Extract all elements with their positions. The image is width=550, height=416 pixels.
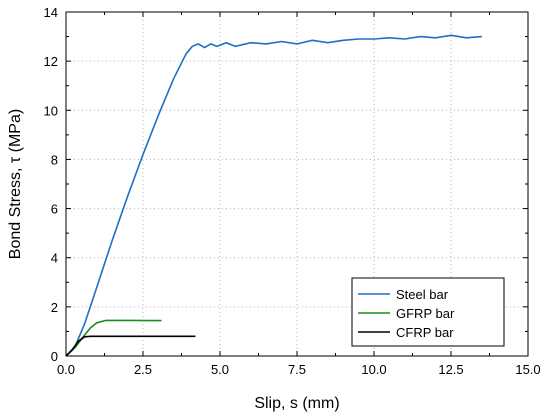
data-series (65, 34, 482, 357)
y-tick-label: 12 (44, 54, 58, 69)
x-tick-label: 5.0 (211, 362, 229, 377)
x-tick-label: 0.0 (57, 362, 75, 377)
legend: Steel bar GFRP bar CFRP bar (351, 277, 505, 347)
x-tick-label: 10.0 (361, 362, 386, 377)
x-tick-label: 2.5 (134, 362, 152, 377)
legend-label-gfrp-bar: GFRP bar (396, 306, 455, 321)
y-axis-label: Bond Stress, τ (MPa) (7, 109, 24, 259)
x-axis-label: Slip, s (mm) (254, 395, 339, 412)
legend-label-cfrp-bar: CFRP bar (396, 325, 454, 340)
steel-bar-line (65, 34, 482, 357)
legend-label-steel-bar: Steel bar (396, 287, 449, 302)
cfrp-bar-line (65, 335, 196, 357)
y-tick-label: 6 (51, 202, 58, 217)
y-tick-label: 2 (51, 300, 58, 315)
y-tick-label: 0 (51, 349, 58, 364)
axis-ticks: 0.0 2.5 5.0 7.5 10.0 12.5 15.0 0 2 4 6 8 10 12 14 (44, 5, 541, 377)
y-tick-label: 10 (44, 103, 58, 118)
gfrp-bar-line (65, 319, 162, 357)
x-tick-label: 7.5 (288, 362, 306, 377)
x-tick-label: 15.0 (515, 362, 540, 377)
legend-box (351, 277, 505, 347)
y-tick-label: 8 (51, 152, 58, 167)
x-tick-label: 12.5 (438, 362, 463, 377)
y-tick-label: 4 (51, 251, 58, 266)
y-tick-label: 14 (44, 5, 58, 20)
